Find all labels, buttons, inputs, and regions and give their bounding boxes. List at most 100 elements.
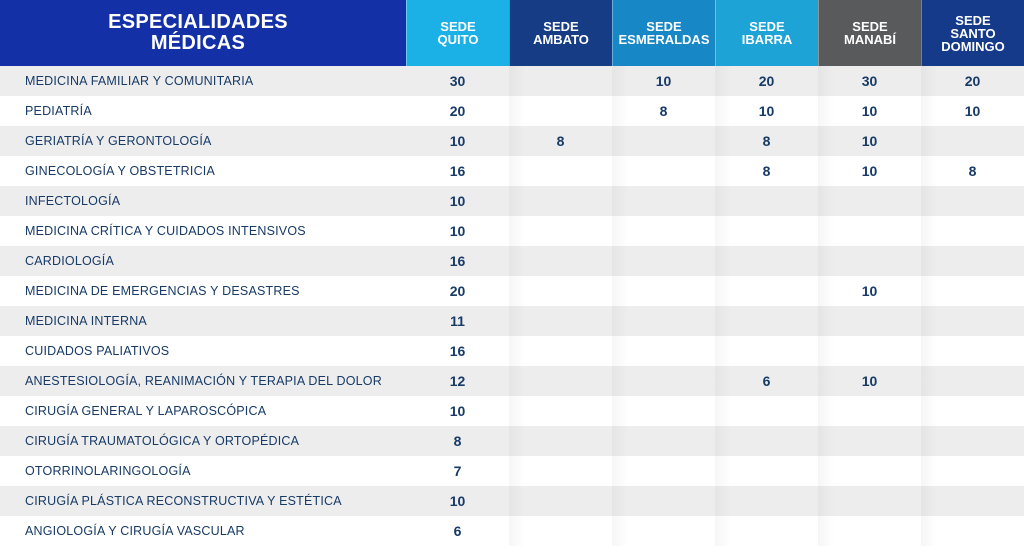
seat-count-cell [612, 486, 715, 516]
seat-count-cell [715, 246, 818, 276]
seat-count-cell [509, 336, 612, 366]
seat-count: 10 [861, 133, 878, 149]
seat-count-cell [509, 66, 612, 96]
seat-count-cell [818, 516, 921, 546]
seat-count-cell [818, 306, 921, 336]
specialty-name: MEDICINA FAMILIAR Y COMUNITARIA [25, 74, 254, 88]
seat-count-cell: 8 [509, 126, 612, 156]
seat-count-cell: 12 [406, 366, 509, 396]
seat-count: 16 [449, 163, 466, 179]
seat-count-cell [818, 426, 921, 456]
seat-count-cell [509, 426, 612, 456]
specialty-name: INFECTOLOGÍA [25, 194, 121, 208]
seat-count-cell [612, 156, 715, 186]
seat-count-cell [509, 396, 612, 426]
seat-count-cell: 10 [921, 96, 1024, 126]
seat-count: 6 [762, 373, 771, 389]
seat-count-cell: 10 [406, 186, 509, 216]
table-row: MEDICINA DE EMERGENCIAS Y DESASTRES 20 10 [0, 276, 1024, 306]
seat-count-cell [715, 456, 818, 486]
seat-count-cell [509, 366, 612, 396]
seat-count: 11 [450, 313, 465, 329]
seat-count-cell [921, 336, 1024, 366]
specialty-name: MEDICINA DE EMERGENCIAS Y DESASTRES [25, 284, 300, 298]
table-row: CIRUGÍA TRAUMATOLÓGICA Y ORTOPÉDICA 8 [0, 426, 1024, 456]
seat-count: 10 [449, 403, 466, 419]
seat-count-cell: 10 [406, 216, 509, 246]
seat-count-cell [818, 216, 921, 246]
seat-count-cell [921, 216, 1024, 246]
seat-count-cell: 20 [406, 96, 509, 126]
header-sede-esmeraldas: SEDE ESMERALDAS [612, 0, 715, 66]
seat-count-cell [612, 246, 715, 276]
seat-count: 20 [449, 103, 466, 119]
specialty-name: CIRUGÍA GENERAL Y LAPAROSCÓPICA [25, 404, 267, 418]
seat-count-cell [509, 156, 612, 186]
table-row: GERIATRÍA Y GERONTOLOGÍA 10 8 8 10 [0, 126, 1024, 156]
table-body: MEDICINA FAMILIAR Y COMUNITARIA 30 10 20 30 2… [0, 66, 1024, 546]
seat-count: 8 [556, 133, 565, 149]
seat-count: 10 [861, 373, 878, 389]
seat-count-cell: 16 [406, 246, 509, 276]
seat-count: 10 [861, 283, 878, 299]
seat-count-cell [612, 126, 715, 156]
seat-count-cell: 20 [406, 276, 509, 306]
seat-count-cell [715, 186, 818, 216]
seat-count-cell [921, 516, 1024, 546]
seat-count-cell: 8 [921, 156, 1024, 186]
seat-count: 7 [453, 463, 462, 479]
seat-count-cell [509, 306, 612, 336]
specialty-name: ANESTESIOLOGÍA, REANIMACIÓN Y TERAPIA DE… [25, 374, 382, 388]
seat-count-cell [921, 306, 1024, 336]
seat-count-cell: 10 [818, 156, 921, 186]
table-row: MEDICINA CRÍTICA Y CUIDADOS INTENSIVOS 10 [0, 216, 1024, 246]
seat-count-cell: 8 [406, 426, 509, 456]
specialty-name: CIRUGÍA PLÁSTICA RECONSTRUCTIVA Y ESTÉTI… [25, 494, 342, 508]
seat-count-cell: 10 [406, 396, 509, 426]
header-sede-manabi: SEDE MANABÍ [818, 0, 921, 66]
seat-count-cell [509, 96, 612, 126]
seat-count-cell [715, 306, 818, 336]
seat-count: 10 [861, 103, 878, 119]
seat-count-cell [818, 456, 921, 486]
seat-count-cell: 11 [406, 306, 509, 336]
seat-count: 10 [449, 493, 466, 509]
seat-count: 10 [758, 103, 775, 119]
seat-count-cell [715, 276, 818, 306]
header-sede-quito: SEDE QUITO [406, 0, 509, 66]
specialty-name: PEDIATRÍA [25, 104, 92, 118]
seat-count: 10 [449, 223, 466, 239]
seat-count: 10 [655, 73, 672, 89]
table-row: ANGIOLOGÍA Y CIRUGÍA VASCULAR 6 [0, 516, 1024, 546]
seat-count-cell [715, 336, 818, 366]
seat-count-cell: 10 [612, 66, 715, 96]
seat-count-cell [612, 216, 715, 246]
seat-count-cell [715, 486, 818, 516]
seat-count: 30 [449, 73, 466, 89]
specialty-name: GINECOLOGÍA Y OBSTETRICIA [25, 164, 216, 178]
seat-count-cell [921, 456, 1024, 486]
seat-count-cell [818, 486, 921, 516]
seat-count: 12 [449, 373, 466, 389]
specialty-name: OTORRINOLARINGOLOGÍA [25, 464, 191, 478]
seat-count: 16 [449, 253, 466, 269]
seat-count-cell [715, 516, 818, 546]
seat-count-cell [509, 186, 612, 216]
seat-count-cell [818, 336, 921, 366]
seat-count-cell: 8 [612, 96, 715, 126]
seat-count: 8 [762, 133, 771, 149]
table-row: PEDIATRÍA 20 8 10 10 10 [0, 96, 1024, 126]
seat-count-cell [715, 396, 818, 426]
seat-count-cell: 20 [715, 66, 818, 96]
seat-count: 10 [449, 193, 466, 209]
seat-count-cell [921, 276, 1024, 306]
specialty-name: CIRUGÍA TRAUMATOLÓGICA Y ORTOPÉDICA [25, 434, 300, 448]
seat-count-cell: 10 [715, 96, 818, 126]
seat-count-cell [921, 486, 1024, 516]
seat-count-cell: 16 [406, 156, 509, 186]
seat-count-cell [818, 396, 921, 426]
seat-count-cell [715, 216, 818, 246]
seat-count-cell: 16 [406, 336, 509, 366]
seat-count-cell: 7 [406, 456, 509, 486]
